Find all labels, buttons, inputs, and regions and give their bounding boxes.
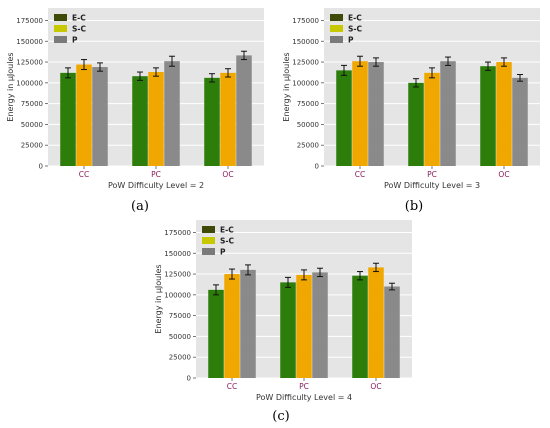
y-tick-label: 0 [187, 375, 191, 383]
bar-p-cc [240, 269, 256, 378]
bar-p-oc [384, 286, 400, 378]
legend-label-s-c: S-C [220, 237, 235, 246]
x-tick-label: PC [151, 170, 161, 179]
legend-swatch-p [330, 36, 343, 43]
x-tick-label: CC [355, 170, 365, 179]
chart-panel-c: 0 25000 50000 75000 100000 125000 150000 175000… [154, 220, 412, 402]
panel-caption-b: (b) [405, 199, 423, 214]
bar-e-c-pc [280, 282, 296, 378]
bar-e-c-cc [208, 289, 224, 378]
x-tick-label: OC [222, 170, 233, 179]
bar-e-c-oc [480, 66, 496, 166]
x-tick-label: CC [227, 382, 237, 391]
bar-s-c-pc [148, 72, 164, 166]
bar-p-pc [312, 272, 328, 378]
bar-e-c-oc [352, 275, 368, 378]
x-axis-title: PoW Difficulty Level = 3 [384, 181, 480, 190]
x-axis-title: PoW Difficulty Level = 4 [256, 393, 352, 402]
y-tick-label: 125000 [292, 59, 319, 67]
bar-p-oc [236, 55, 252, 166]
y-tick-label: 25000 [21, 142, 43, 150]
y-tick-label: 50000 [21, 121, 43, 129]
y-tick-label: 100000 [292, 79, 319, 87]
legend-swatch-s-c [202, 237, 215, 244]
bar-s-c-oc [496, 62, 512, 167]
bar-s-c-cc [224, 274, 240, 378]
bar-s-c-oc [368, 267, 384, 378]
legend-swatch-s-c [54, 25, 67, 32]
x-tick-label: OC [370, 382, 381, 391]
bar-p-pc [440, 61, 456, 166]
y-tick-label: 0 [39, 163, 43, 171]
y-tick-label: 150000 [16, 38, 43, 46]
y-tick-label: 150000 [164, 250, 191, 258]
legend-swatch-p [54, 36, 67, 43]
y-tick-label: 125000 [164, 271, 191, 279]
x-tick-label: PC [427, 170, 437, 179]
panel-caption-a: (a) [131, 199, 149, 214]
x-tick-label: CC [79, 170, 89, 179]
y-tick-label: 50000 [297, 121, 319, 129]
bar-e-c-cc [336, 70, 352, 166]
y-tick-label: 25000 [169, 354, 191, 362]
bar-s-c-pc [296, 274, 312, 378]
y-tick-label: 25000 [297, 142, 319, 150]
bar-e-c-cc [60, 72, 76, 166]
chart-panel-b: 0 25000 50000 75000 100000 125000 150000 175000… [282, 8, 540, 190]
bar-s-c-cc [76, 64, 92, 166]
legend-swatch-s-c [330, 25, 343, 32]
y-tick-label: 125000 [16, 59, 43, 67]
y-axis-title: Energy in μJoules [6, 52, 15, 121]
y-axis-title: Energy in μJoules [154, 264, 163, 333]
x-tick-label: PC [299, 382, 309, 391]
bar-s-c-pc [424, 72, 440, 166]
bar-s-c-oc [220, 72, 236, 166]
x-tick-label: OC [498, 170, 509, 179]
panel-caption-c: (c) [272, 409, 289, 424]
bar-e-c-pc [132, 76, 148, 166]
legend-label-e-c: E-C [220, 226, 234, 235]
bar-e-c-oc [204, 77, 220, 166]
legend-label-p: P [220, 248, 226, 257]
y-tick-label: 0 [315, 163, 319, 171]
y-axis-title: Energy in μJoules [282, 52, 291, 121]
bar-p-cc [92, 67, 108, 166]
y-tick-label: 150000 [292, 38, 319, 46]
legend-label-p: P [72, 36, 78, 45]
legend-swatch-e-c [202, 226, 215, 233]
legend-label-s-c: S-C [348, 25, 363, 34]
y-tick-label: 175000 [164, 229, 191, 237]
chart-panel-a: 0 25000 50000 75000 100000 125000 150000 175000… [6, 8, 264, 190]
y-tick-label: 100000 [164, 291, 191, 299]
bar-e-c-pc [408, 82, 424, 166]
x-axis-title: PoW Difficulty Level = 2 [108, 181, 204, 190]
legend-label-e-c: E-C [72, 14, 86, 23]
bar-p-oc [512, 77, 528, 166]
legend-swatch-e-c [330, 14, 343, 21]
y-tick-label: 75000 [169, 312, 191, 320]
y-tick-label: 50000 [169, 333, 191, 341]
y-tick-label: 175000 [16, 17, 43, 25]
bar-s-c-cc [352, 61, 368, 166]
bar-p-cc [368, 62, 384, 167]
legend-label-p: P [348, 36, 354, 45]
legend-swatch-p [202, 248, 215, 255]
y-tick-label: 175000 [292, 17, 319, 25]
legend-swatch-e-c [54, 14, 67, 21]
y-tick-label: 75000 [21, 100, 43, 108]
y-tick-label: 100000 [16, 79, 43, 87]
legend-label-s-c: S-C [72, 25, 87, 34]
y-tick-label: 75000 [297, 100, 319, 108]
bar-p-pc [164, 61, 180, 166]
legend-label-e-c: E-C [348, 14, 362, 23]
